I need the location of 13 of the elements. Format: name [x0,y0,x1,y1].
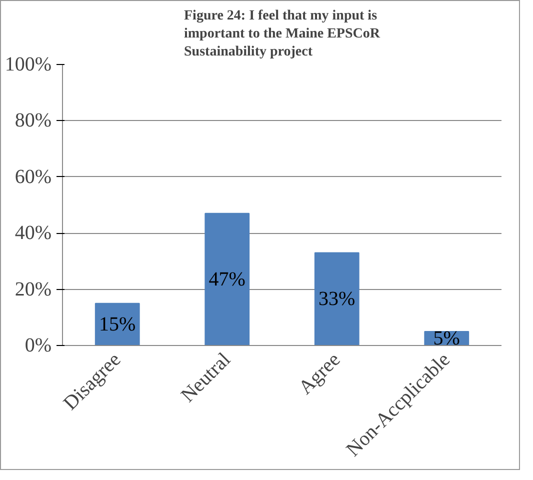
bar [204,212,250,346]
y-tick-label: 40% [14,222,52,244]
y-tick-label: 100% [4,54,52,76]
bar [314,252,360,346]
data-label: 47% [208,268,246,290]
y-tick-label: 80% [14,110,52,132]
data-label: 5% [433,327,460,350]
chart-title: Figure 24: I feel that my input is important to the Maine EPSCoR Sustainability project [184,8,381,60]
data-label: 33% [318,288,356,310]
data-label: 15% [99,313,136,336]
y-tick-label: 0% [24,334,52,356]
y-tick-label: 60% [14,166,52,188]
y-tick-label: 20% [14,278,52,300]
